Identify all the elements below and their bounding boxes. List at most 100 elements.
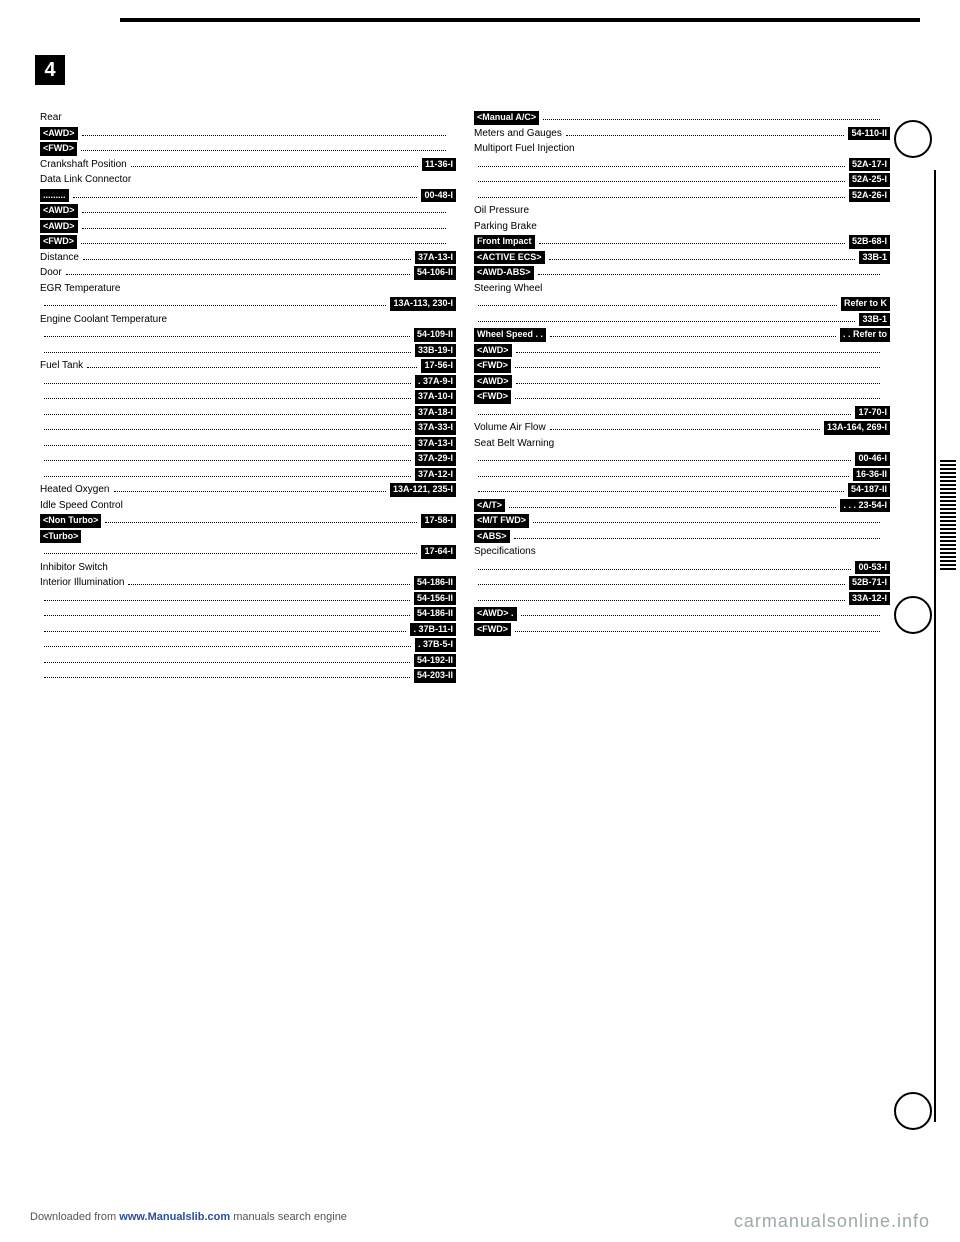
index-row: Inhibitor Switch bbox=[40, 560, 456, 576]
page-ref-tag: 33B-19-I bbox=[415, 344, 456, 358]
leader-dots bbox=[44, 421, 411, 431]
index-tag: <AWD> bbox=[474, 344, 512, 358]
index-page-ref bbox=[884, 606, 890, 622]
leader-dots bbox=[550, 421, 820, 431]
index-page-ref bbox=[884, 622, 890, 638]
leader-dots bbox=[516, 374, 880, 384]
index-page-ref: . 37B-11-I bbox=[410, 622, 456, 638]
leader-dots bbox=[44, 669, 410, 679]
index-tag: <ABS> bbox=[474, 530, 510, 544]
index-row: <FWD> bbox=[474, 389, 890, 405]
leader-dots bbox=[478, 157, 845, 167]
index-row: Distance37A-13-I bbox=[40, 250, 456, 266]
index-label: Front Impact bbox=[474, 234, 535, 250]
page-ref-tag: 37A-29-I bbox=[415, 452, 456, 466]
index-page-ref bbox=[450, 141, 456, 157]
index-row: <FWD> bbox=[40, 141, 456, 157]
leader-dots bbox=[44, 297, 386, 307]
page-ref-tag: 00-46-I bbox=[855, 452, 890, 466]
index-page-ref: 54-203-II bbox=[414, 668, 456, 684]
index-tag: <ACTIVE ECS> bbox=[474, 251, 545, 265]
leader-dots bbox=[478, 452, 851, 462]
leader-dots bbox=[509, 498, 836, 508]
index-page-ref bbox=[884, 513, 890, 529]
index-row: <AWD> bbox=[40, 219, 456, 235]
index-label: Volume Air Flow bbox=[474, 420, 546, 436]
page-ref-tag: Refer to K bbox=[841, 297, 890, 311]
index-label: Interior Illumination bbox=[40, 575, 124, 591]
leader-dots bbox=[478, 560, 851, 570]
page-ref-tag: . 37B-5-I bbox=[415, 638, 456, 652]
index-label: Multiport Fuel Injection bbox=[474, 141, 575, 157]
index-tag: <AWD> bbox=[40, 220, 78, 234]
leader-dots bbox=[539, 235, 845, 245]
index-tag: <AWD-ABS> bbox=[474, 266, 534, 280]
index-page-ref: 37A-13-I bbox=[415, 436, 456, 452]
page-ref-tag: 54-186-II bbox=[414, 607, 456, 621]
page-ref-tag: . . Refer to bbox=[840, 328, 890, 342]
index-label: ......... bbox=[40, 188, 69, 204]
leader-dots bbox=[515, 359, 880, 369]
page-ref-tag: 17-64-I bbox=[421, 545, 456, 559]
index-row: Specifications bbox=[474, 544, 890, 560]
footer-left: Downloaded from www.Manualslib.com manua… bbox=[30, 1211, 347, 1232]
side-hatch-marks bbox=[940, 460, 956, 570]
index-tag: Wheel Speed . . bbox=[474, 328, 546, 342]
page-ref-tag: 54-192-II bbox=[414, 654, 456, 668]
leader-dots bbox=[82, 126, 446, 136]
index-label: Seat Belt Warning bbox=[474, 436, 554, 452]
index-page-ref: 54-110-II bbox=[848, 126, 890, 142]
index-page-ref: 33B-1 bbox=[859, 250, 890, 266]
index-row: Refer to K bbox=[474, 296, 890, 312]
index-page-ref bbox=[450, 234, 456, 250]
index-row: Front Impact 52B-68-I bbox=[474, 234, 890, 250]
index-label: <A/T> bbox=[474, 498, 505, 514]
index-label: Specifications bbox=[474, 544, 536, 560]
index-page-ref: 52B-71-I bbox=[849, 575, 890, 591]
page-ref-tag: 52A-26-I bbox=[849, 189, 890, 203]
page-ref-tag: 54-186-II bbox=[414, 576, 456, 590]
index-row: Meters and Gauges 54-110-II bbox=[474, 126, 890, 142]
leader-dots bbox=[44, 467, 411, 477]
leader-dots bbox=[81, 235, 446, 245]
leader-dots bbox=[73, 188, 418, 198]
index-page-ref: . 37A-9-I bbox=[415, 374, 456, 390]
index-page-ref: 17-70-I bbox=[855, 405, 890, 421]
index-row: Parking Brake bbox=[474, 219, 890, 235]
index-page-ref bbox=[450, 219, 456, 235]
leader-dots bbox=[549, 250, 856, 260]
index-row: 00-53-I bbox=[474, 560, 890, 576]
index-row: .........00-48-I bbox=[40, 188, 456, 204]
leader-dots bbox=[538, 266, 880, 276]
index-label: <FWD> bbox=[40, 234, 77, 250]
page-ref-tag: 52B-68-I bbox=[849, 235, 890, 249]
index-label: <Manual A/C> bbox=[474, 110, 539, 126]
index-label: <M/T FWD> bbox=[474, 513, 529, 529]
index-row: 37A-10-I bbox=[40, 389, 456, 405]
leader-dots bbox=[82, 219, 446, 229]
index-row: Crankshaft Position11-36-I bbox=[40, 157, 456, 173]
index-label: <AWD> bbox=[40, 203, 78, 219]
punch-hole-2 bbox=[894, 596, 932, 634]
index-row: <AWD> bbox=[40, 126, 456, 142]
index-label: Meters and Gauges bbox=[474, 126, 562, 142]
index-row: <ACTIVE ECS> 33B-1 bbox=[474, 250, 890, 266]
leader-dots bbox=[44, 452, 411, 462]
index-label: <AWD> bbox=[474, 374, 512, 390]
page-ref-tag: 00-53-I bbox=[855, 561, 890, 575]
page-ref-tag: 54-110-II bbox=[848, 127, 890, 141]
index-row: <Non Turbo>17-58-I bbox=[40, 513, 456, 529]
leader-dots bbox=[515, 390, 880, 400]
page-ref-tag: 37A-12-I bbox=[415, 468, 456, 482]
index-page-ref bbox=[450, 203, 456, 219]
index-row: <Manual A/C> bbox=[474, 110, 890, 126]
index-page-ref: 54-186-II bbox=[414, 606, 456, 622]
index-tag: <AWD> bbox=[474, 375, 512, 389]
index-tag: <AWD> bbox=[40, 204, 78, 218]
index-page-ref bbox=[884, 358, 890, 374]
index-row: <FWD> bbox=[474, 358, 890, 374]
page-ref-tag: 52B-71-I bbox=[849, 576, 890, 590]
index-label: Heated Oxygen bbox=[40, 482, 110, 498]
page-ref-tag: 54-203-II bbox=[414, 669, 456, 683]
index-row: 37A-33-I bbox=[40, 420, 456, 436]
